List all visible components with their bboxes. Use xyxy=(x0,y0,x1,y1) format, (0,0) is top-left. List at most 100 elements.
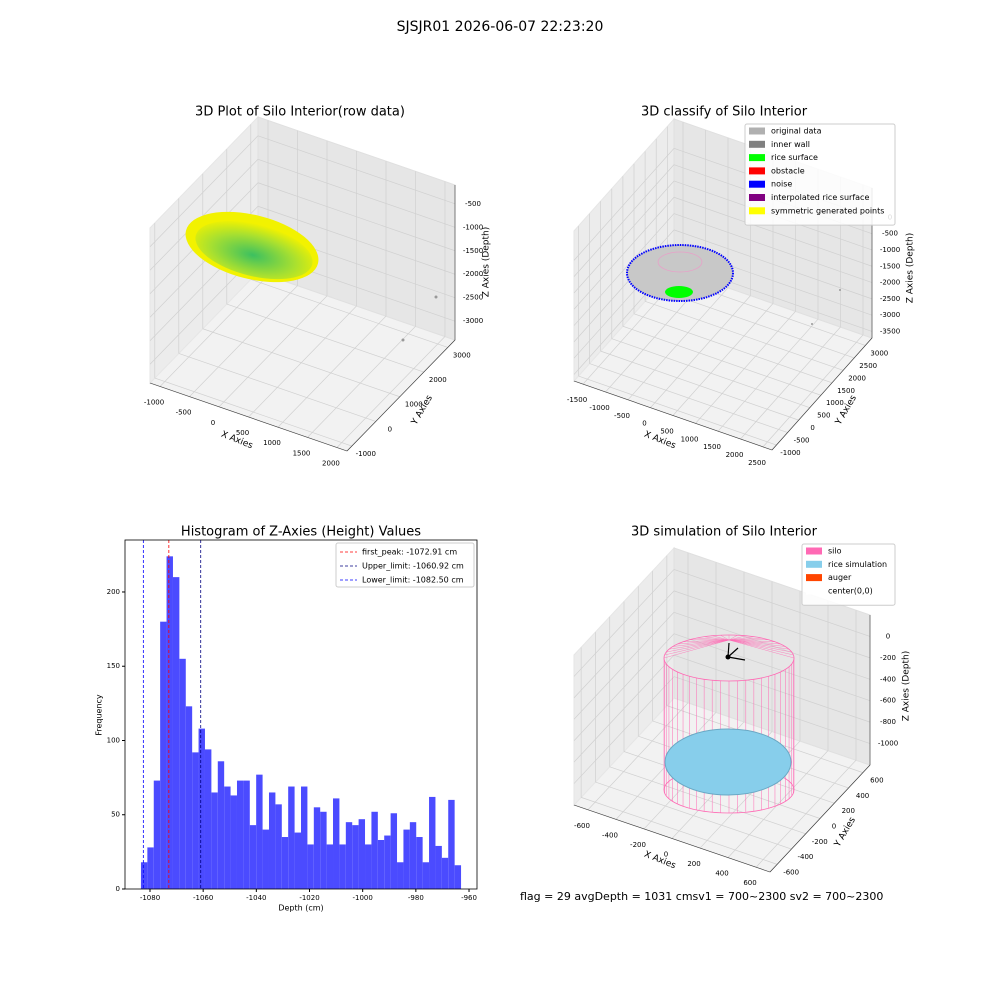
silo-wire xyxy=(704,636,730,641)
legend-label: Lower_limit: -1082.50 cm xyxy=(362,576,464,585)
bar xyxy=(236,780,244,889)
grid-line xyxy=(609,766,806,835)
x-tick-label: -1040 xyxy=(246,894,266,902)
x-axis-label: Depth (cm) xyxy=(278,904,323,913)
bar xyxy=(198,728,205,889)
bar xyxy=(185,706,193,889)
point-cloud xyxy=(665,286,693,298)
legend-patch xyxy=(749,194,765,201)
x-tick-label: 2000 xyxy=(322,460,340,468)
x-tick-label: 1000 xyxy=(263,439,281,447)
panel-title: 3D simulation of Silo Interior xyxy=(631,525,818,540)
silo-wire xyxy=(712,635,730,641)
silo-wire xyxy=(728,639,794,656)
bar xyxy=(365,844,372,889)
legend-label: obstacle xyxy=(771,166,805,175)
y-tick-label: 0 xyxy=(810,424,814,432)
z-axis-label: Z Axies (Depth) xyxy=(902,651,912,722)
bar xyxy=(307,844,314,889)
legend-label: auger xyxy=(828,573,852,582)
grid-line xyxy=(573,197,675,310)
silo-wire xyxy=(720,635,730,641)
x-tick-label: -1500 xyxy=(567,396,587,404)
x-tick-label: -1060 xyxy=(193,894,213,902)
y-tick-label: -200 xyxy=(812,838,828,846)
point-cloud xyxy=(195,220,313,280)
bar xyxy=(172,577,180,889)
point-cloud xyxy=(626,244,734,302)
z-tick-label: -500 xyxy=(465,200,481,208)
x-tick-label: -1000 xyxy=(353,894,373,902)
bar xyxy=(275,804,282,889)
grid-line xyxy=(226,303,424,373)
bar xyxy=(333,798,340,889)
z-tick-label: -2000 xyxy=(463,270,483,278)
y-axis xyxy=(346,339,456,452)
x-tick-label: -400 xyxy=(602,831,618,839)
grid-line xyxy=(644,301,844,371)
z-tick-label: -600 xyxy=(880,697,896,705)
bar xyxy=(377,839,385,889)
x-tick-label: 2500 xyxy=(748,459,766,467)
grid-line xyxy=(581,797,778,865)
grid-line xyxy=(611,338,810,409)
x-tick-label: 2000 xyxy=(726,451,744,459)
z-tick-label: 0 xyxy=(886,632,890,640)
bar xyxy=(288,786,295,889)
y-tick-label: 2000 xyxy=(848,374,866,382)
y-tick-label: 200 xyxy=(842,807,855,815)
legend-patch xyxy=(749,207,765,215)
y-tick-label: 50 xyxy=(111,811,120,819)
grid-line xyxy=(218,295,328,408)
z-tick-label: -400 xyxy=(880,675,896,683)
legend-patch xyxy=(749,140,765,148)
outlier-point xyxy=(401,338,405,342)
grid-line xyxy=(673,229,873,300)
grid-line xyxy=(248,305,357,418)
x-tick-label: 500 xyxy=(236,429,249,437)
legend-label: original data xyxy=(771,127,822,136)
bar xyxy=(371,811,378,889)
grid-line xyxy=(673,611,871,680)
bar xyxy=(416,837,423,889)
silo-wire xyxy=(696,637,730,641)
bar xyxy=(397,862,404,889)
legend-label: interpolated rice surface xyxy=(771,193,869,202)
bar xyxy=(409,822,417,889)
z-tick-label: -3000 xyxy=(880,311,900,319)
y-tick-label: 600 xyxy=(870,777,883,785)
z-tick-label: -1500 xyxy=(463,247,483,255)
bar xyxy=(320,811,327,889)
bar xyxy=(390,813,398,889)
grid-line xyxy=(573,676,675,784)
z-tick-label: -500 xyxy=(882,230,898,238)
bar xyxy=(243,780,250,889)
grid-line xyxy=(573,569,675,677)
auger xyxy=(727,656,746,661)
grid-line xyxy=(202,328,400,398)
bar xyxy=(345,822,353,889)
y-tick-label: 2000 xyxy=(429,376,447,384)
y-tick-label: 500 xyxy=(817,412,830,420)
x-tick-label: 500 xyxy=(660,428,673,436)
grid-line xyxy=(277,315,387,428)
legend-label: rice simulation xyxy=(828,560,887,569)
grid-line xyxy=(633,313,833,384)
z-tick-label: -2500 xyxy=(463,294,483,302)
grid-line xyxy=(695,311,796,424)
grid-line xyxy=(573,164,675,277)
x-tick-label: -1080 xyxy=(140,894,160,902)
legend-label: rice surface xyxy=(771,153,818,162)
bar xyxy=(294,832,301,889)
silo-wire xyxy=(664,639,730,656)
x-tick-label: -1000 xyxy=(144,398,164,406)
x-tick-label: 600 xyxy=(743,879,756,887)
x-tick-label: 1500 xyxy=(293,449,311,457)
bar xyxy=(249,825,257,889)
x-axis xyxy=(573,380,773,451)
bar xyxy=(448,799,455,889)
panel-title: 3D classify of Silo Interior xyxy=(641,105,808,120)
bar xyxy=(160,621,167,889)
x-tick-label: -1020 xyxy=(299,894,319,902)
bar xyxy=(384,835,391,889)
